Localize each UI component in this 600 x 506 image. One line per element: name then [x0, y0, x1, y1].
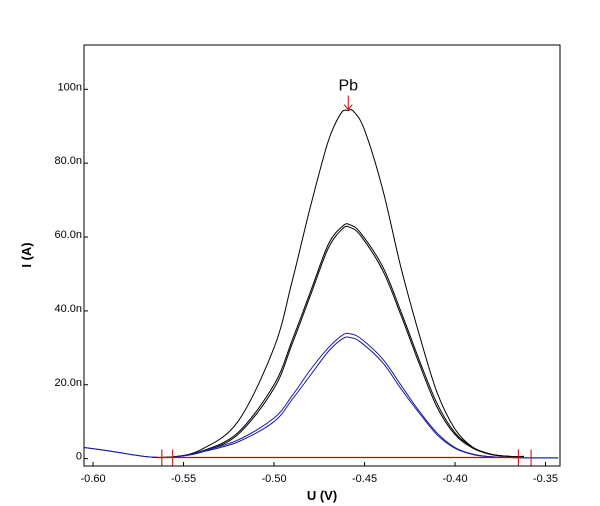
y-axis: 0 20.0n 40.0n 60.0n 80.0n 100n: [54, 81, 88, 463]
x-tick-label: -0.35: [533, 473, 558, 485]
series-line-3: [152, 225, 524, 458]
series-layer: [83, 109, 559, 459]
baseline-layer: [156, 449, 532, 466]
y-tick-label: 60.0n: [54, 229, 82, 241]
x-tick-label: -0.45: [352, 473, 377, 485]
x-axis-title: U (V): [307, 488, 337, 503]
series-line-5: [83, 336, 559, 459]
series-line-2: [152, 223, 524, 458]
x-tick-label: -0.60: [81, 473, 106, 485]
series-line-4: [83, 332, 559, 459]
peak-arrow-head: [343, 104, 353, 111]
x-axis: -0.60 -0.55 -0.50 -0.45 -0.40 -0.35: [81, 462, 558, 485]
y-tick-label: 0: [76, 451, 82, 463]
peak-annotation: Pb: [338, 78, 358, 111]
peak-label: Pb: [338, 78, 358, 95]
x-tick-label: -0.50: [261, 473, 286, 485]
x-tick-label: -0.40: [442, 473, 467, 485]
y-tick-label: 80.0n: [54, 155, 82, 167]
y-tick-label: 20.0n: [54, 377, 82, 389]
plot-frame: [83, 44, 561, 467]
series-line-1: [152, 109, 524, 459]
y-tick-label: 100n: [58, 81, 82, 93]
y-axis-title: I (A): [19, 242, 34, 267]
x-tick-label: -0.55: [171, 473, 196, 485]
y-tick-label: 40.0n: [54, 303, 82, 315]
